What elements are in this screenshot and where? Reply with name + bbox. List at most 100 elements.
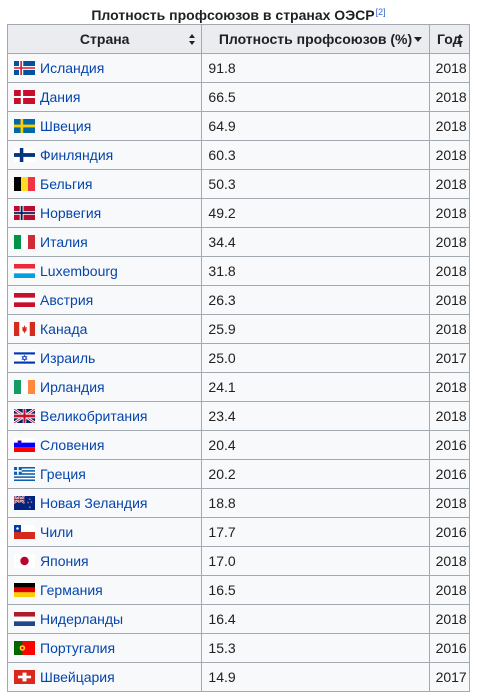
country-wrap: Израиль bbox=[14, 350, 195, 366]
country-link[interactable]: Швейцария bbox=[40, 669, 115, 685]
year-cell: 2016 bbox=[428, 633, 471, 663]
greece-flag-icon bbox=[14, 467, 35, 481]
country-cell: Швеция bbox=[6, 111, 203, 141]
chile-flag-icon bbox=[14, 525, 35, 539]
year-cell: 2018 bbox=[428, 285, 471, 315]
table-row: Швейцария 14.9 2017 bbox=[6, 662, 471, 692]
sort-descending-icon[interactable] bbox=[413, 37, 422, 42]
slovenia-flag-icon bbox=[14, 438, 35, 452]
sweden-flag-icon bbox=[14, 119, 35, 133]
density-cell: 16.5 bbox=[201, 575, 430, 605]
germany-flag-icon bbox=[14, 583, 35, 597]
density-cell: 25.0 bbox=[201, 343, 430, 373]
country-cell: Великобритания bbox=[6, 401, 203, 431]
table-row: Япония 17.0 2018 bbox=[6, 546, 471, 576]
table-row: Чили 17.7 2016 bbox=[6, 517, 471, 547]
density-cell: 20.2 bbox=[201, 459, 430, 489]
year-cell: 2018 bbox=[428, 372, 471, 402]
country-link[interactable]: Португалия bbox=[40, 640, 116, 656]
country-wrap: Канада bbox=[14, 321, 195, 337]
country-wrap: Греция bbox=[14, 466, 195, 482]
japan-flag-icon bbox=[14, 554, 35, 568]
country-wrap: Германия bbox=[14, 582, 195, 598]
country-link[interactable]: Исландия bbox=[40, 60, 105, 76]
finland-flag-icon bbox=[14, 148, 35, 162]
country-wrap: Новая Зеландия bbox=[13, 495, 195, 511]
sort-icon[interactable] bbox=[189, 34, 196, 45]
density-cell: 18.8 bbox=[201, 488, 430, 518]
country-wrap: Дания bbox=[14, 89, 195, 105]
country-link[interactable]: Нидерланды bbox=[40, 611, 124, 627]
footnote-ref[interactable]: [2] bbox=[376, 7, 386, 17]
table-row: Ирландия 24.1 2018 bbox=[6, 372, 471, 402]
country-link[interactable]: Чили bbox=[40, 524, 74, 540]
country-wrap: Португалия bbox=[14, 640, 195, 656]
union-density-table: Страна Плотность профсоюзов (%) Год Исла… bbox=[6, 24, 471, 692]
country-link[interactable]: Великобритания bbox=[40, 408, 148, 424]
density-cell: 17.7 bbox=[201, 517, 430, 547]
country-link[interactable]: Австрия bbox=[40, 292, 94, 308]
country-cell: Финляндия bbox=[6, 140, 203, 170]
country-wrap: Великобритания bbox=[13, 407, 195, 425]
country-link[interactable]: Бельгия bbox=[40, 176, 93, 192]
country-link[interactable]: Норвегия bbox=[40, 205, 102, 221]
portugal-flag-icon bbox=[14, 641, 35, 655]
netherlands-flag-icon bbox=[14, 612, 35, 626]
country-link[interactable]: Luxembourg bbox=[40, 263, 118, 279]
density-cell: 91.8 bbox=[201, 53, 430, 83]
footnote-link[interactable]: [2] bbox=[375, 7, 386, 17]
table-row: Исландия 91.8 2018 bbox=[6, 53, 471, 83]
country-wrap: Финляндия bbox=[14, 147, 195, 163]
country-cell: Исландия bbox=[6, 53, 203, 83]
density-cell: 14.9 bbox=[201, 662, 430, 692]
year-cell: 2017 bbox=[428, 343, 471, 373]
sort-icon[interactable] bbox=[457, 34, 464, 45]
country-wrap: Ирландия bbox=[14, 379, 195, 395]
header-year[interactable]: Год bbox=[428, 24, 471, 54]
table-row: Израиль 25.0 2017 bbox=[6, 343, 471, 373]
density-cell: 60.3 bbox=[201, 140, 430, 170]
country-link[interactable]: Греция bbox=[40, 466, 86, 482]
density-cell: 26.3 bbox=[201, 285, 430, 315]
table-row: Греция 20.2 2016 bbox=[6, 459, 471, 489]
country-link[interactable]: Словения bbox=[40, 437, 105, 453]
country-link[interactable]: Израиль bbox=[40, 350, 96, 366]
density-cell: 15.3 bbox=[201, 633, 430, 663]
austria-flag-icon bbox=[14, 293, 35, 307]
country-cell: Новая Зеландия bbox=[6, 488, 203, 518]
country-link[interactable]: Новая Зеландия bbox=[40, 495, 148, 511]
country-link[interactable]: Дания bbox=[40, 89, 81, 105]
table-row: Германия 16.5 2018 bbox=[6, 575, 471, 605]
country-wrap: Словения bbox=[14, 437, 195, 453]
table-row: Дания 66.5 2018 bbox=[6, 82, 471, 112]
header-country[interactable]: Страна bbox=[6, 24, 203, 54]
table-caption: Плотность профсоюзов в странах ОЭСР[2] bbox=[0, 0, 477, 26]
density-cell: 66.5 bbox=[201, 82, 430, 112]
country-cell: Luxembourg bbox=[6, 256, 203, 286]
canada-flag-icon bbox=[14, 322, 35, 336]
country-link[interactable]: Канада bbox=[40, 321, 88, 337]
header-country-label: Страна bbox=[79, 31, 130, 47]
density-cell: 20.4 bbox=[201, 430, 430, 460]
italy-flag-icon bbox=[14, 235, 35, 249]
density-cell: 31.8 bbox=[201, 256, 430, 286]
country-link[interactable]: Ирландия bbox=[40, 379, 105, 395]
table-row: Нидерланды 16.4 2018 bbox=[6, 604, 471, 634]
country-link[interactable]: Япония bbox=[40, 553, 89, 569]
year-cell: 2018 bbox=[428, 546, 471, 576]
country-link[interactable]: Италия bbox=[40, 234, 88, 250]
density-cell: 17.0 bbox=[201, 546, 430, 576]
new-zealand-flag-icon bbox=[13, 495, 35, 510]
table-row: Luxembourg 31.8 2018 bbox=[6, 256, 471, 286]
year-cell: 2018 bbox=[428, 111, 471, 141]
country-link[interactable]: Германия bbox=[40, 582, 103, 598]
year-cell: 2018 bbox=[428, 227, 471, 257]
country-link[interactable]: Швеция bbox=[40, 118, 92, 134]
table-row: Норвегия 49.2 2018 bbox=[6, 198, 471, 228]
country-link[interactable]: Финляндия bbox=[40, 147, 114, 163]
year-cell: 2018 bbox=[428, 488, 471, 518]
year-cell: 2018 bbox=[428, 169, 471, 199]
header-density[interactable]: Плотность профсоюзов (%) bbox=[201, 24, 430, 54]
israel-flag-icon bbox=[14, 351, 35, 365]
ireland-flag-icon bbox=[14, 380, 35, 394]
